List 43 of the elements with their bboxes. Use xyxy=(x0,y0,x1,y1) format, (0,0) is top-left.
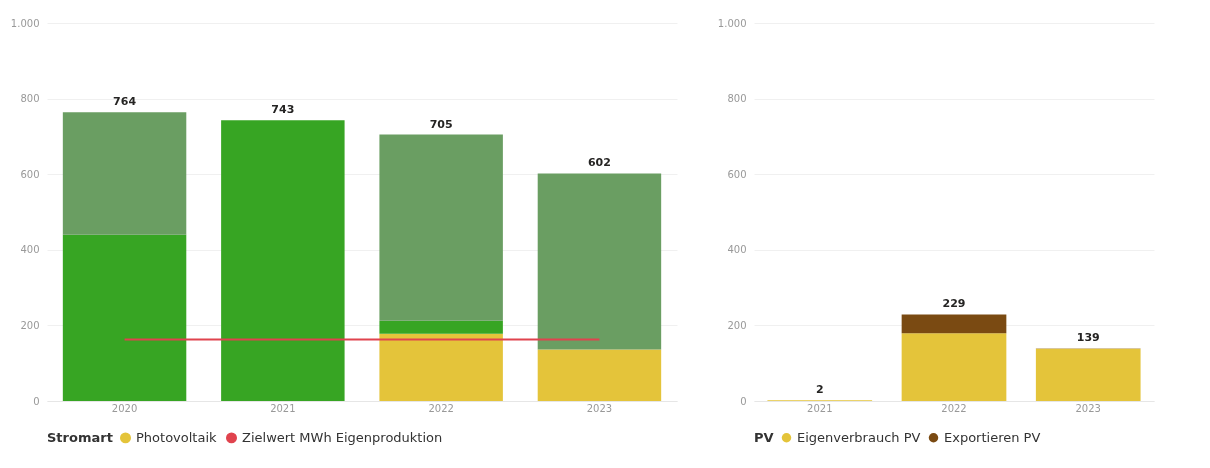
total-label: 2 xyxy=(815,383,824,397)
x-tick-label: 2023 xyxy=(1075,402,1101,414)
y-tick-label: 600 xyxy=(20,168,40,180)
bar xyxy=(379,333,503,401)
bar xyxy=(901,314,1007,334)
y-tick-label: 0 xyxy=(740,395,747,407)
bar xyxy=(901,333,1007,401)
y-tick-label: 200 xyxy=(20,319,40,331)
y-tick-label: 800 xyxy=(20,93,40,105)
legend-label: Photovoltaik xyxy=(136,429,218,445)
bar xyxy=(379,134,503,321)
y-tick-label: 400 xyxy=(20,244,40,256)
x-tick-label: 2022 xyxy=(428,402,454,414)
bar xyxy=(62,112,187,235)
x-tick-label: 2021 xyxy=(270,402,296,414)
x-tick-label: 2021 xyxy=(807,402,833,414)
total-label: 705 xyxy=(429,117,453,131)
bar xyxy=(221,120,345,401)
bar xyxy=(379,320,503,334)
y-tick-label: 1.000 xyxy=(10,17,40,29)
y-tick-label: 800 xyxy=(727,93,747,105)
legend-title: PV xyxy=(754,430,774,445)
total-label: 139 xyxy=(1076,331,1100,345)
total-label: 764 xyxy=(113,95,137,109)
y-tick-label: 600 xyxy=(727,168,747,180)
y-tick-label: 1.000 xyxy=(717,17,747,29)
bar xyxy=(62,234,187,401)
legend-label: Eigenverbrauch PV xyxy=(797,429,921,445)
x-tick-label: 2022 xyxy=(941,402,967,414)
bar xyxy=(537,349,662,401)
x-tick-label: 2020 xyxy=(111,402,138,414)
bar xyxy=(1035,348,1141,401)
bar xyxy=(537,173,662,350)
y-tick-label: 0 xyxy=(33,395,40,407)
total-label: 602 xyxy=(587,156,611,170)
x-tick-label: 2023 xyxy=(586,402,613,414)
legend-label: Exportieren PV xyxy=(944,429,1041,445)
total-label: 229 xyxy=(942,297,966,311)
y-tick-label: 400 xyxy=(727,244,747,256)
legend-title: Stromart xyxy=(47,430,113,445)
y-tick-label: 200 xyxy=(727,319,747,331)
legend-label: Zielwert MWh Eigenproduktion xyxy=(242,429,443,445)
total-label: 743 xyxy=(271,103,295,117)
